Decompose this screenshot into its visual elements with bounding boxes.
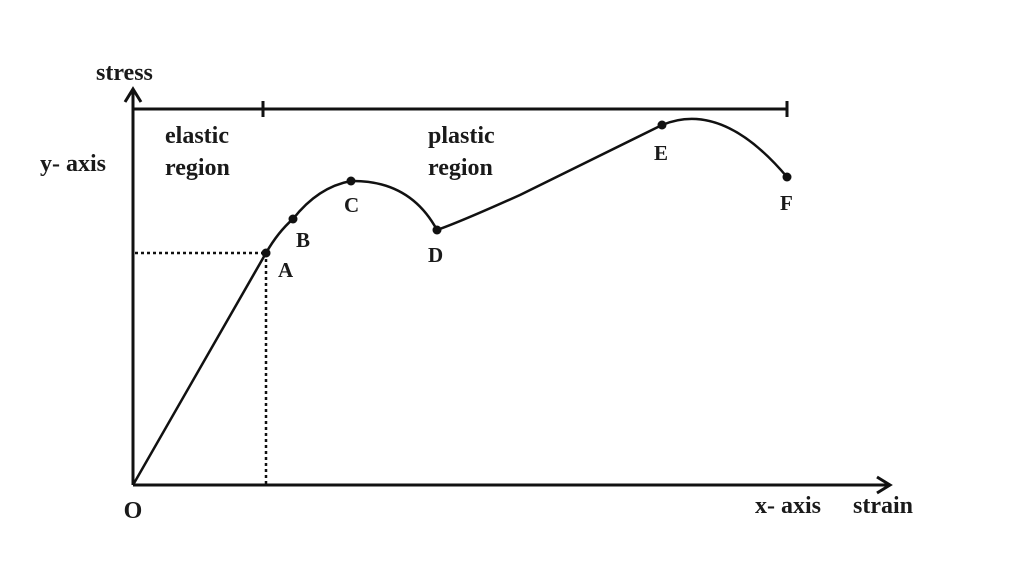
x-label: x- axis [755, 493, 821, 519]
x-arrow [876, 475, 893, 495]
point-label: A [278, 258, 294, 282]
point [782, 172, 792, 182]
point [346, 176, 356, 186]
point [657, 120, 667, 130]
point [432, 225, 442, 235]
region-label: elastic [165, 123, 229, 149]
region-label: region [428, 155, 493, 181]
point [261, 248, 271, 258]
y-arrow [123, 86, 143, 103]
region-label: plastic [428, 123, 495, 149]
point-label: E [654, 141, 668, 165]
region-label: region [165, 155, 230, 181]
point-label: D [428, 243, 443, 267]
x-title: strain [853, 493, 913, 519]
origin-label: O [124, 498, 143, 524]
y-label: y- axis [40, 151, 106, 177]
point-label: F [780, 191, 793, 215]
y-title: stress [96, 60, 153, 86]
point-label: C [344, 193, 359, 217]
point-label: B [296, 228, 310, 252]
point [288, 214, 298, 224]
